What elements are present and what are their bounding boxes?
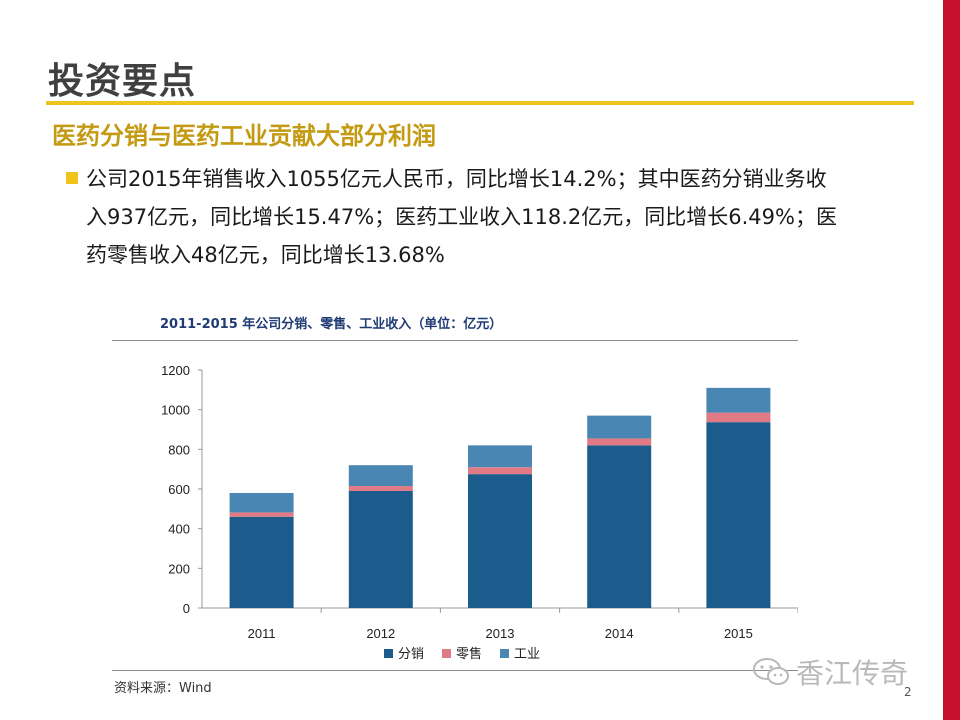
bullet-line-3: 药零售收入48亿元，同比增长13.68% <box>86 243 445 267</box>
bar-分销-2012 <box>348 490 413 608</box>
legend-swatch-工业 <box>500 649 509 658</box>
bar-分销-2013 <box>468 474 532 608</box>
legend-label: 分销 <box>398 647 424 662</box>
title-underline <box>46 101 914 105</box>
y-tick-label: 1000 <box>161 403 190 418</box>
bar-工业-2015 <box>706 387 771 413</box>
source-note: 资料来源：Wind <box>114 681 212 696</box>
x-tick-label: 2013 <box>486 626 515 641</box>
chart-title: 2011-2015 年公司分销、零售、工业收入（单位：亿元） <box>160 317 503 332</box>
y-tick-label: 1200 <box>161 363 190 378</box>
slide-right-accent-bar <box>943 0 960 720</box>
watermark-text: 香江传奇 <box>796 657 909 690</box>
y-tick-label: 200 <box>168 561 190 576</box>
y-tick-label: 0 <box>183 601 190 616</box>
legend-swatch-分销 <box>384 649 393 658</box>
bullet-paragraph: 公司2015年销售收入1055亿元人民币，同比增长14.2%；其中医药分销业务收… <box>86 160 916 274</box>
legend-label: 工业 <box>514 647 540 662</box>
x-tick-label: 2011 <box>248 626 276 641</box>
bar-工业-2011 <box>229 492 294 513</box>
slide-title: 投资要点 <box>48 61 197 102</box>
bar-工业-2012 <box>348 465 413 487</box>
bar-工业-2014 <box>587 415 652 439</box>
y-tick-label: 400 <box>168 522 190 537</box>
bar-分销-2014 <box>587 445 652 608</box>
source-rule <box>112 670 798 671</box>
x-tick-label: 2012 <box>366 626 395 641</box>
x-tick-label: 2015 <box>724 626 753 641</box>
bullet-square-icon <box>66 172 78 184</box>
revenue-stacked-bar-chart: 0 200 400 600 800 1000 1200 2011 2012 2013 2014 201… <box>161 363 798 662</box>
bar-工业-2013 <box>468 445 532 468</box>
legend-swatch-零售 <box>442 649 451 658</box>
bullet-line-2: 入937亿元，同比增长15.47%；医药工业收入118.2亿元，同比增长6.49… <box>86 205 837 229</box>
bar-分销-2011 <box>229 516 294 608</box>
bar-零售-2012 <box>348 486 413 491</box>
y-tick-label: 600 <box>168 482 190 497</box>
bar-零售-2011 <box>229 512 294 517</box>
wechat-icon <box>752 656 790 688</box>
y-tick-label: 800 <box>168 442 190 457</box>
section-heading: 医药分销与医药工业贡献大部分利润 <box>52 122 436 150</box>
page-number: 2 <box>904 685 912 699</box>
bar-零售-2014 <box>587 438 652 446</box>
bar-零售-2013 <box>468 467 532 475</box>
bar-分销-2015 <box>706 422 771 608</box>
legend-label: 零售 <box>456 646 482 662</box>
bar-零售-2015 <box>706 412 771 423</box>
bullet-line-1: 公司2015年销售收入1055亿元人民币，同比增长14.2%；其中医药分销业务收 <box>86 167 827 191</box>
chart-top-rule <box>112 340 798 341</box>
watermark: 香江传奇 <box>752 652 908 692</box>
x-tick-label: 2014 <box>605 626 634 641</box>
